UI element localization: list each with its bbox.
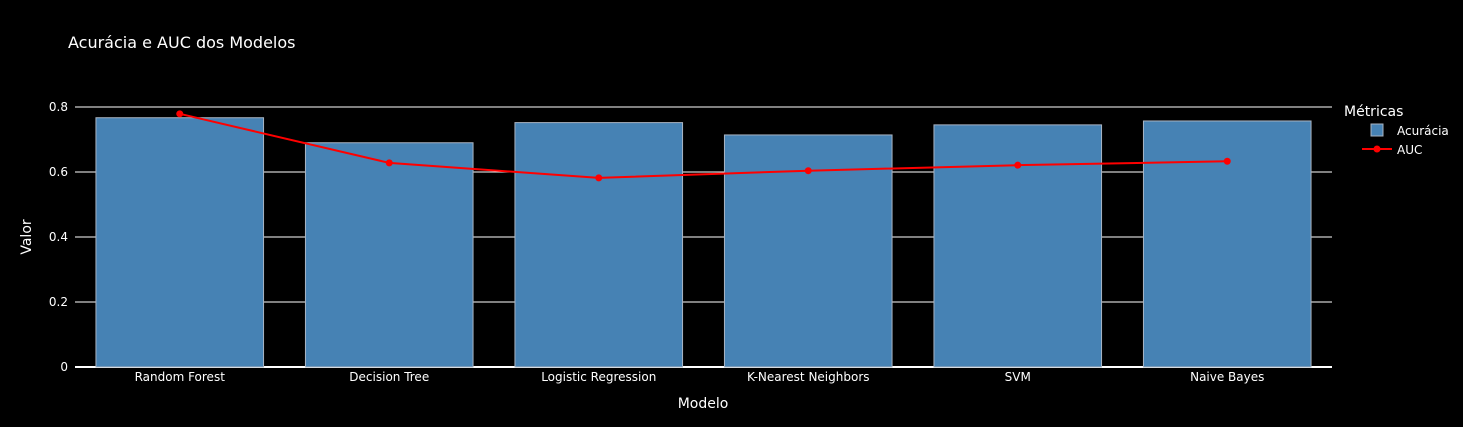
grid-lines [75, 106, 1332, 368]
auc-point[interactable] [1014, 161, 1022, 169]
x-tick-label: Decision Tree [349, 370, 429, 384]
bar-series [95, 117, 1312, 368]
bar-acuracia[interactable] [304, 142, 474, 368]
y-tick-label: 0.8 [49, 100, 68, 114]
line-series [176, 110, 1231, 182]
legend-label-acuracia[interactable]: Acurácia [1397, 124, 1449, 138]
legend-swatch-acuracia[interactable] [1370, 123, 1384, 137]
chart-title: Acurácia e AUC dos Modelos [68, 33, 296, 52]
bar-acuracia[interactable] [95, 117, 265, 368]
legend-marker-auc[interactable] [1373, 145, 1381, 153]
auc-point[interactable] [595, 174, 603, 182]
auc-point[interactable] [176, 110, 184, 118]
y-tick-label: 0 [60, 360, 68, 374]
auc-point[interactable] [1223, 157, 1231, 165]
bar-acuracia[interactable] [514, 122, 684, 368]
legend-title: Métricas [1344, 104, 1403, 120]
x-tick-label: K-Nearest Neighbors [747, 370, 870, 384]
y-tick-label: 0.2 [49, 295, 68, 309]
y-axis-ticks: 0 0.2 0.4 0.6 0.8 [49, 100, 68, 374]
x-tick-label: Naive Bayes [1190, 370, 1264, 384]
auc-point[interactable] [804, 167, 812, 175]
bar-acuracia[interactable] [933, 124, 1103, 368]
x-tick-label: Random Forest [135, 370, 226, 384]
y-axis-title: Valor [19, 219, 35, 255]
x-tick-label: Logistic Regression [541, 370, 656, 384]
y-tick-label: 0.4 [49, 230, 68, 244]
auc-point[interactable] [385, 159, 393, 167]
legend: Métricas Acurácia AUC [1344, 104, 1449, 157]
legend-label-auc[interactable]: AUC [1397, 143, 1422, 157]
x-axis-title: Modelo [678, 396, 729, 412]
x-tick-label: SVM [1005, 370, 1031, 384]
auc-line [179, 112, 1228, 179]
x-axis-ticks: Random Forest Decision Tree Logistic Regre… [135, 370, 1265, 384]
y-tick-label: 0.6 [49, 165, 68, 179]
